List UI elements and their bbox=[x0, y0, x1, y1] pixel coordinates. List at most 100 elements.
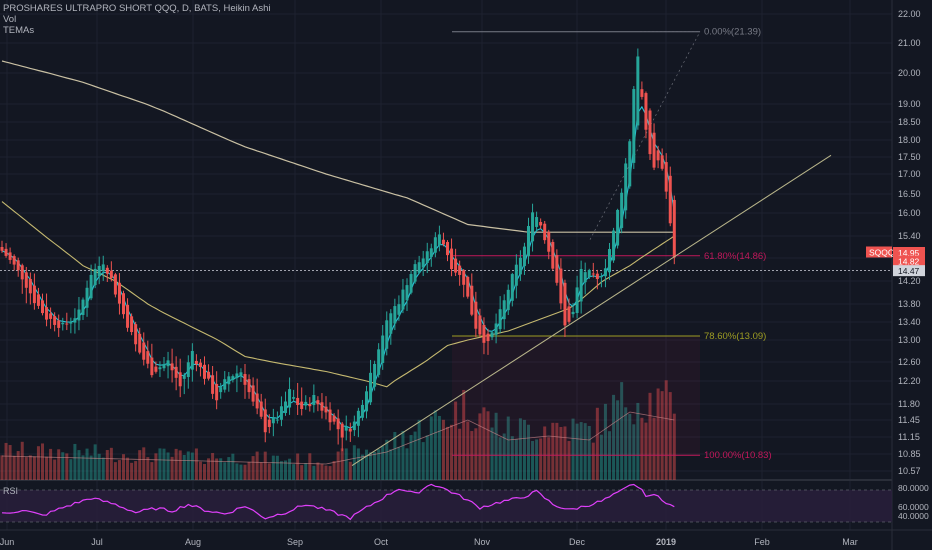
candle-body bbox=[672, 199, 676, 258]
price-tick-label: 18.50 bbox=[898, 117, 921, 127]
candle-body bbox=[312, 394, 316, 406]
legend-vol[interactable]: Vol bbox=[3, 14, 17, 25]
candle-body bbox=[397, 304, 401, 315]
candle-body bbox=[413, 264, 417, 282]
candle-body bbox=[182, 375, 186, 379]
volume-bar bbox=[138, 450, 142, 480]
candle-body bbox=[502, 300, 506, 320]
volume-bar bbox=[259, 462, 263, 480]
candle-body bbox=[154, 366, 158, 372]
candle-body bbox=[263, 409, 267, 433]
candle-body bbox=[409, 274, 413, 293]
candle-body bbox=[543, 223, 547, 241]
candle-body bbox=[381, 335, 385, 363]
candle-body bbox=[454, 258, 458, 273]
volume-bar bbox=[433, 410, 437, 480]
candle-body bbox=[267, 419, 271, 428]
volume-bar bbox=[409, 435, 413, 480]
candle-body bbox=[441, 239, 445, 245]
volume-bar bbox=[462, 389, 466, 480]
candle-body bbox=[587, 270, 591, 277]
candle-body bbox=[348, 428, 352, 432]
candle-body bbox=[304, 401, 308, 406]
volume-bar bbox=[324, 465, 328, 480]
volume-bar bbox=[130, 462, 134, 480]
candle-body bbox=[32, 285, 36, 304]
candle-body bbox=[296, 397, 300, 406]
volume-bar bbox=[567, 441, 571, 480]
candle-body bbox=[531, 212, 535, 242]
volume-bar bbox=[267, 463, 271, 480]
volume-bar bbox=[486, 411, 490, 480]
candle-body bbox=[648, 110, 652, 155]
candle-body bbox=[93, 268, 97, 286]
rsi-band bbox=[0, 489, 892, 523]
volume-bar bbox=[583, 423, 587, 480]
candle-body bbox=[652, 132, 656, 168]
volume-bar bbox=[16, 451, 20, 480]
candle-body bbox=[61, 322, 65, 325]
fib-level-label: 61.80%(14.86) bbox=[704, 251, 766, 262]
volume-bar bbox=[251, 456, 255, 480]
candle-body bbox=[437, 234, 441, 245]
candle-body bbox=[340, 423, 344, 438]
volume-bar bbox=[275, 455, 279, 480]
volume-bar bbox=[85, 448, 89, 480]
volume-bar bbox=[458, 428, 462, 480]
time-tick-label: 2019 bbox=[656, 537, 676, 547]
volume-bar bbox=[113, 462, 117, 480]
volume-bar bbox=[316, 462, 320, 480]
volume-bar bbox=[563, 426, 567, 480]
rsi-band-fill bbox=[0, 490, 892, 522]
volume-bar bbox=[235, 463, 239, 480]
volume-bar bbox=[166, 452, 170, 480]
legend-temas[interactable]: TEMAs bbox=[3, 25, 35, 36]
candle-body bbox=[377, 349, 381, 375]
candle-body bbox=[482, 324, 486, 343]
candle-body bbox=[640, 89, 644, 97]
candle-body bbox=[462, 270, 466, 285]
volume-bar bbox=[36, 446, 40, 480]
volume-bar bbox=[186, 451, 190, 480]
candle-body bbox=[207, 371, 211, 379]
candle-body bbox=[190, 350, 194, 370]
price-tag-box bbox=[893, 255, 925, 267]
trendline[interactable] bbox=[351, 154, 832, 466]
volume-bar bbox=[599, 434, 603, 480]
volume-bar bbox=[595, 407, 599, 480]
volume-bar bbox=[49, 448, 53, 480]
candle-body bbox=[227, 376, 231, 385]
time-tick-label: Feb bbox=[754, 537, 770, 547]
candle-body bbox=[49, 313, 53, 319]
volume-bar bbox=[668, 392, 672, 480]
candle-body bbox=[130, 316, 134, 333]
volume-bar bbox=[239, 464, 243, 480]
volume-bar bbox=[308, 453, 312, 480]
candle-body bbox=[105, 267, 109, 274]
candle-body bbox=[360, 404, 364, 418]
volume-bar bbox=[20, 441, 24, 480]
fib-level-label: 78.60%(13.09) bbox=[704, 331, 766, 342]
price-tick-label: 16.50 bbox=[898, 189, 921, 199]
candle-body bbox=[458, 265, 462, 275]
candle-body bbox=[138, 333, 142, 353]
rsi-pane-label[interactable]: RSI bbox=[3, 486, 19, 496]
candle-body bbox=[150, 357, 154, 376]
volume-bar bbox=[174, 448, 178, 480]
legend-title[interactable]: PROSHARES ULTRAPRO SHORT QQQ, D, BATS, H… bbox=[3, 3, 271, 14]
volume-bar bbox=[373, 451, 377, 480]
fib-retracement[interactable]: 0.00%(21.39) 61.80%(14.86) 78.60%(13.09) 10… bbox=[0, 27, 892, 462]
fib-level-label: 100.00%(10.83) bbox=[704, 450, 772, 461]
candle-body bbox=[393, 306, 397, 324]
volume-bar bbox=[117, 460, 121, 480]
volume-bar bbox=[543, 426, 547, 480]
candle-body bbox=[389, 313, 393, 334]
volume-bar bbox=[437, 415, 441, 480]
candle-body bbox=[522, 246, 526, 267]
volume-bar bbox=[535, 439, 539, 480]
candle-body bbox=[385, 320, 389, 349]
price-tick-label: 15.40 bbox=[898, 231, 921, 241]
price-tag-box bbox=[893, 265, 925, 277]
volume-bar bbox=[531, 441, 535, 480]
